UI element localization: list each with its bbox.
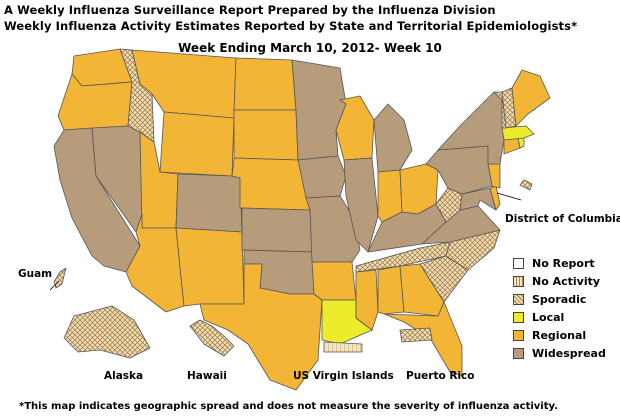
- state-ia: [297, 155, 347, 199]
- state-vi: [323, 341, 363, 353]
- state-fl: [383, 301, 463, 377]
- title-line-1: A Weekly Influenza Surveillance Report P…: [4, 3, 496, 17]
- state-nd: [233, 57, 297, 111]
- legend-label: No Report: [532, 256, 595, 270]
- title-line-2: Weekly Influenza Activity Estimates Repo…: [4, 19, 578, 33]
- state-me: [511, 69, 551, 127]
- legend-swatch: [513, 311, 524, 323]
- legend-item-no-report: No Report: [513, 254, 606, 272]
- legend-swatch: [513, 257, 524, 269]
- state-mo: [305, 195, 361, 263]
- legend-label: Widespread: [532, 346, 606, 360]
- legend-item-no-activity: No Activity: [513, 272, 606, 290]
- state-mi: [373, 103, 413, 173]
- state-wy: [159, 111, 235, 177]
- state-ma: [501, 125, 535, 141]
- legend-swatch: [513, 347, 524, 359]
- state-nm: [175, 227, 245, 307]
- alaska-label: Alaska: [104, 370, 144, 382]
- dc-label: District of Columbia: [505, 213, 620, 225]
- state-ak: [63, 305, 151, 359]
- state-dc: [519, 179, 533, 191]
- state-az: [125, 213, 185, 313]
- legend: No Report No Activity Sporadic Local Regiona…: [513, 254, 606, 362]
- legend-item-local: Local: [513, 308, 606, 326]
- hawaii-label: Hawaii: [187, 370, 227, 382]
- state-ar: [311, 261, 357, 301]
- legend-swatch: [513, 293, 524, 305]
- state-mn: [291, 59, 347, 161]
- legend-item-widespread: Widespread: [513, 344, 606, 362]
- puerto-rico-label: Puerto Rico: [406, 370, 475, 382]
- legend-label: No Activity: [532, 274, 601, 288]
- state-pr: [399, 327, 433, 343]
- state-ks: [241, 207, 313, 253]
- state-sd: [233, 109, 299, 161]
- state-ne: [231, 157, 311, 211]
- state-hi: [189, 319, 235, 357]
- week-label: Week Ending March 10, 2012- Week 10: [178, 41, 442, 55]
- state-co: [175, 173, 243, 233]
- legend-swatch: [513, 329, 524, 341]
- state-al: [377, 265, 405, 315]
- legend-swatch: [513, 275, 524, 287]
- state-ct: [503, 137, 521, 155]
- guam-label: Guam: [18, 268, 53, 280]
- legend-label: Regional: [532, 328, 587, 342]
- state-tx: [199, 263, 323, 391]
- legend-item-regional: Regional: [513, 326, 606, 344]
- legend-label: Local: [532, 310, 565, 324]
- footnote: *This map indicates geographic spread an…: [19, 401, 558, 412]
- usvi-label: US Virgin Islands: [293, 370, 394, 382]
- state-ms: [355, 269, 379, 331]
- legend-label: Sporadic: [532, 292, 587, 306]
- legend-item-sporadic: Sporadic: [513, 290, 606, 308]
- state-gu: [53, 267, 67, 289]
